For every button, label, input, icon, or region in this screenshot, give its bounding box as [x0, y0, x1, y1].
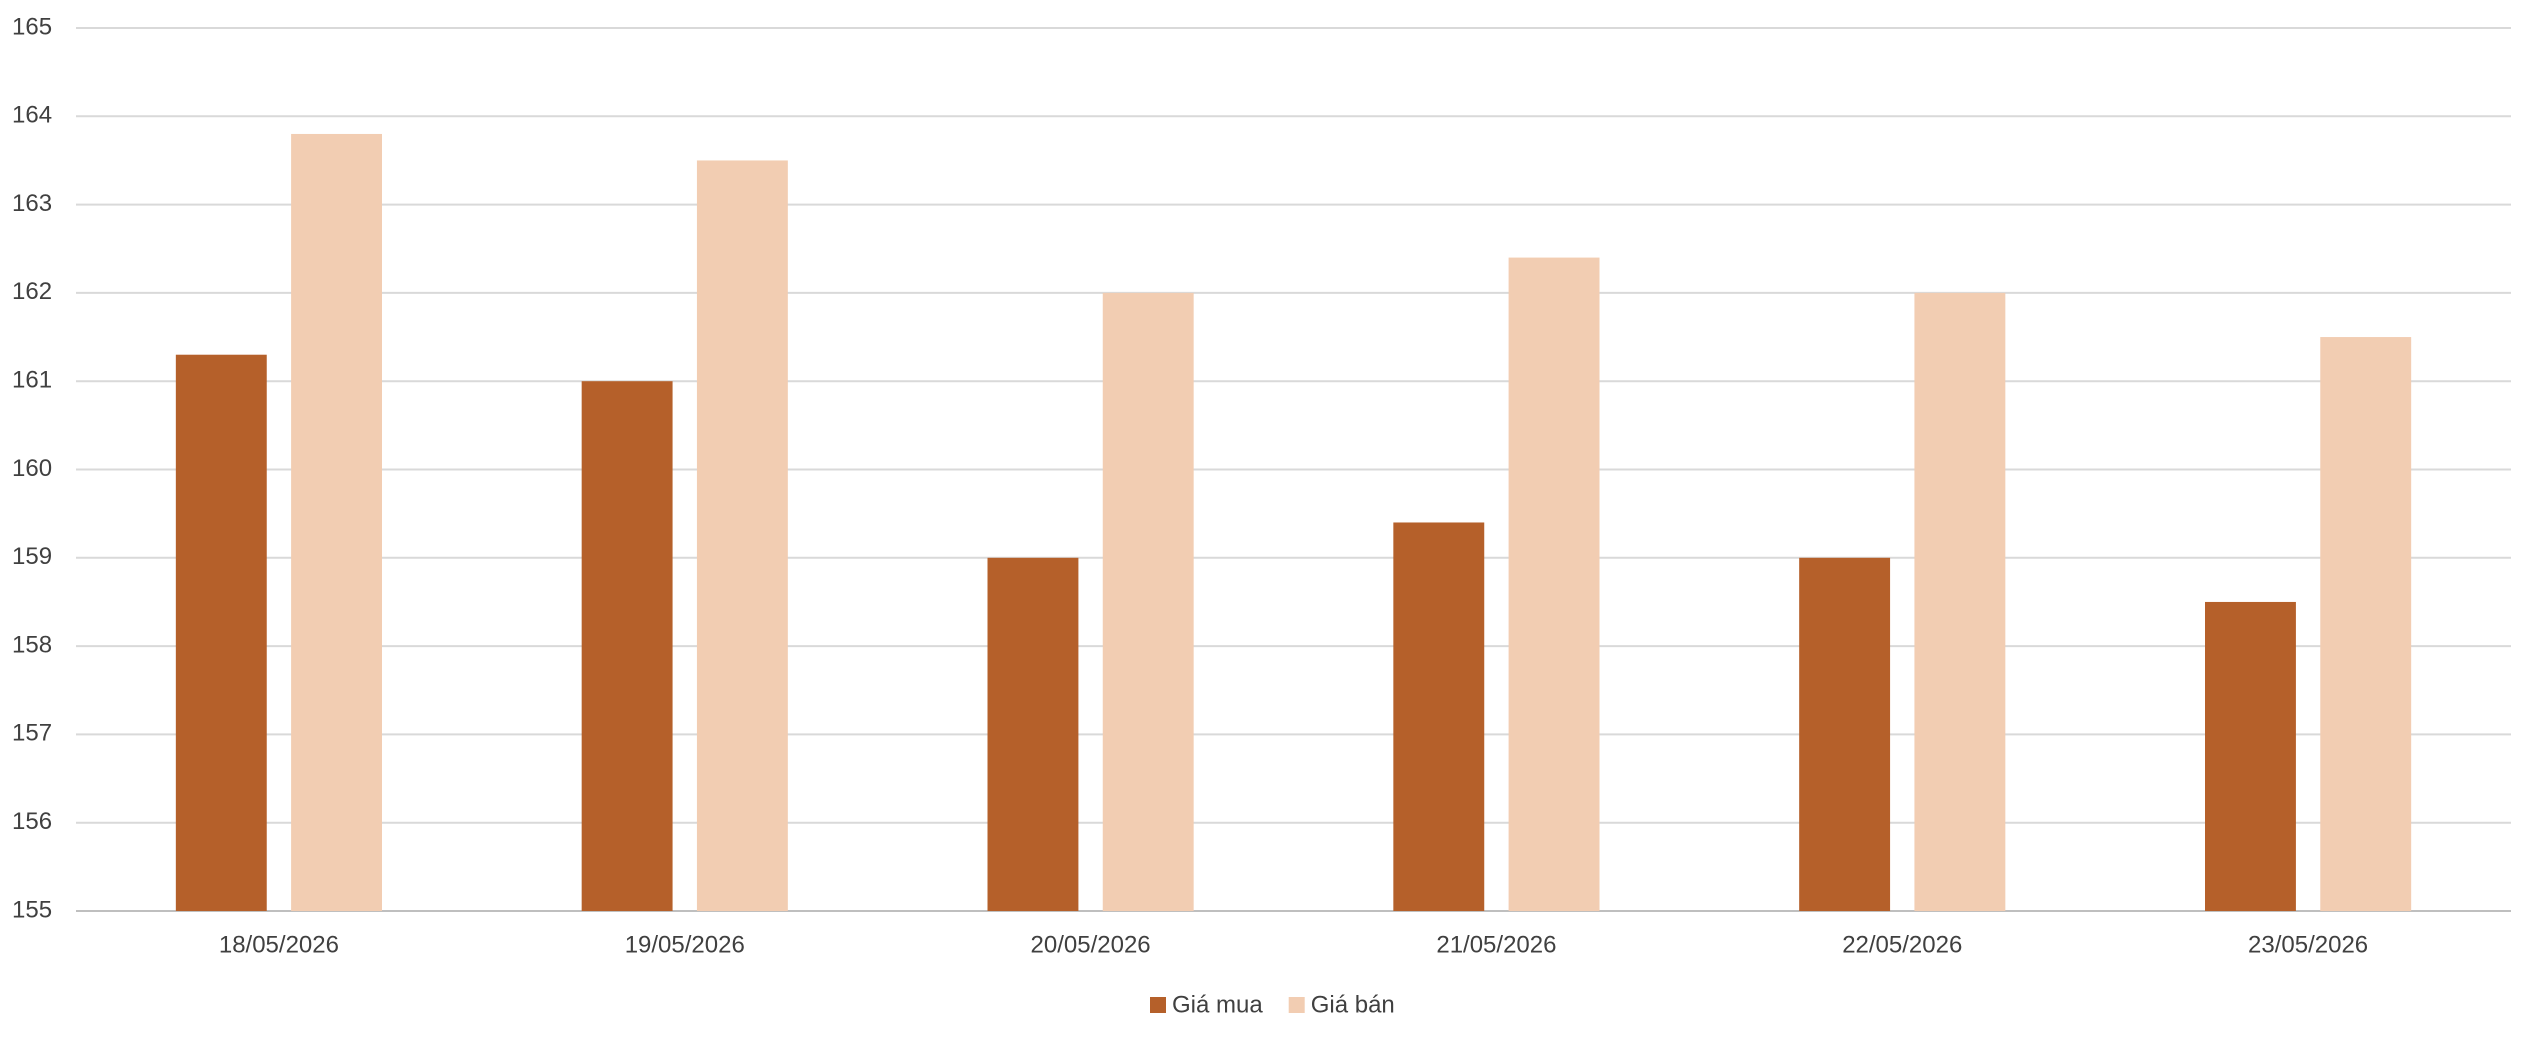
y-tick-label: 160: [12, 455, 52, 482]
legend-swatch: [1288, 997, 1305, 1013]
bar: [175, 354, 267, 912]
bar: [2320, 337, 2412, 911]
legend-swatch: [1150, 997, 1166, 1013]
x-tick-label: 22/05/2026: [1842, 931, 1962, 958]
y-tick-label: 162: [12, 278, 52, 305]
y-tick-label: 159: [12, 543, 52, 570]
y-tick-label: 157: [12, 720, 52, 747]
y-tick-label: 164: [12, 102, 52, 129]
bar: [1799, 557, 1891, 911]
bar: [1393, 522, 1485, 911]
bar: [1102, 292, 1194, 911]
legend-label: Giá bán: [1311, 991, 1395, 1018]
bar: [696, 160, 788, 911]
y-tick-label: 158: [12, 631, 52, 658]
legend-label: Giá mua: [1172, 991, 1263, 1018]
y-tick-label: 163: [12, 190, 52, 217]
y-tick-label: 165: [12, 13, 52, 40]
x-tick-label: 18/05/2026: [219, 931, 339, 958]
y-tick-label: 155: [12, 896, 52, 923]
x-tick-label: 19/05/2026: [625, 931, 745, 958]
bar: [581, 381, 673, 911]
x-tick-label: 20/05/2026: [1031, 931, 1151, 958]
y-tick-label: 156: [12, 808, 52, 835]
x-tick-label: 23/05/2026: [2248, 931, 2368, 958]
bar: [987, 557, 1079, 911]
x-tick-label: 21/05/2026: [1436, 931, 1556, 958]
bar: [291, 133, 382, 911]
y-tick-label: 161: [12, 367, 52, 394]
bar: [2205, 601, 2296, 911]
bar: [1914, 292, 2006, 911]
bar: [1508, 257, 1600, 912]
